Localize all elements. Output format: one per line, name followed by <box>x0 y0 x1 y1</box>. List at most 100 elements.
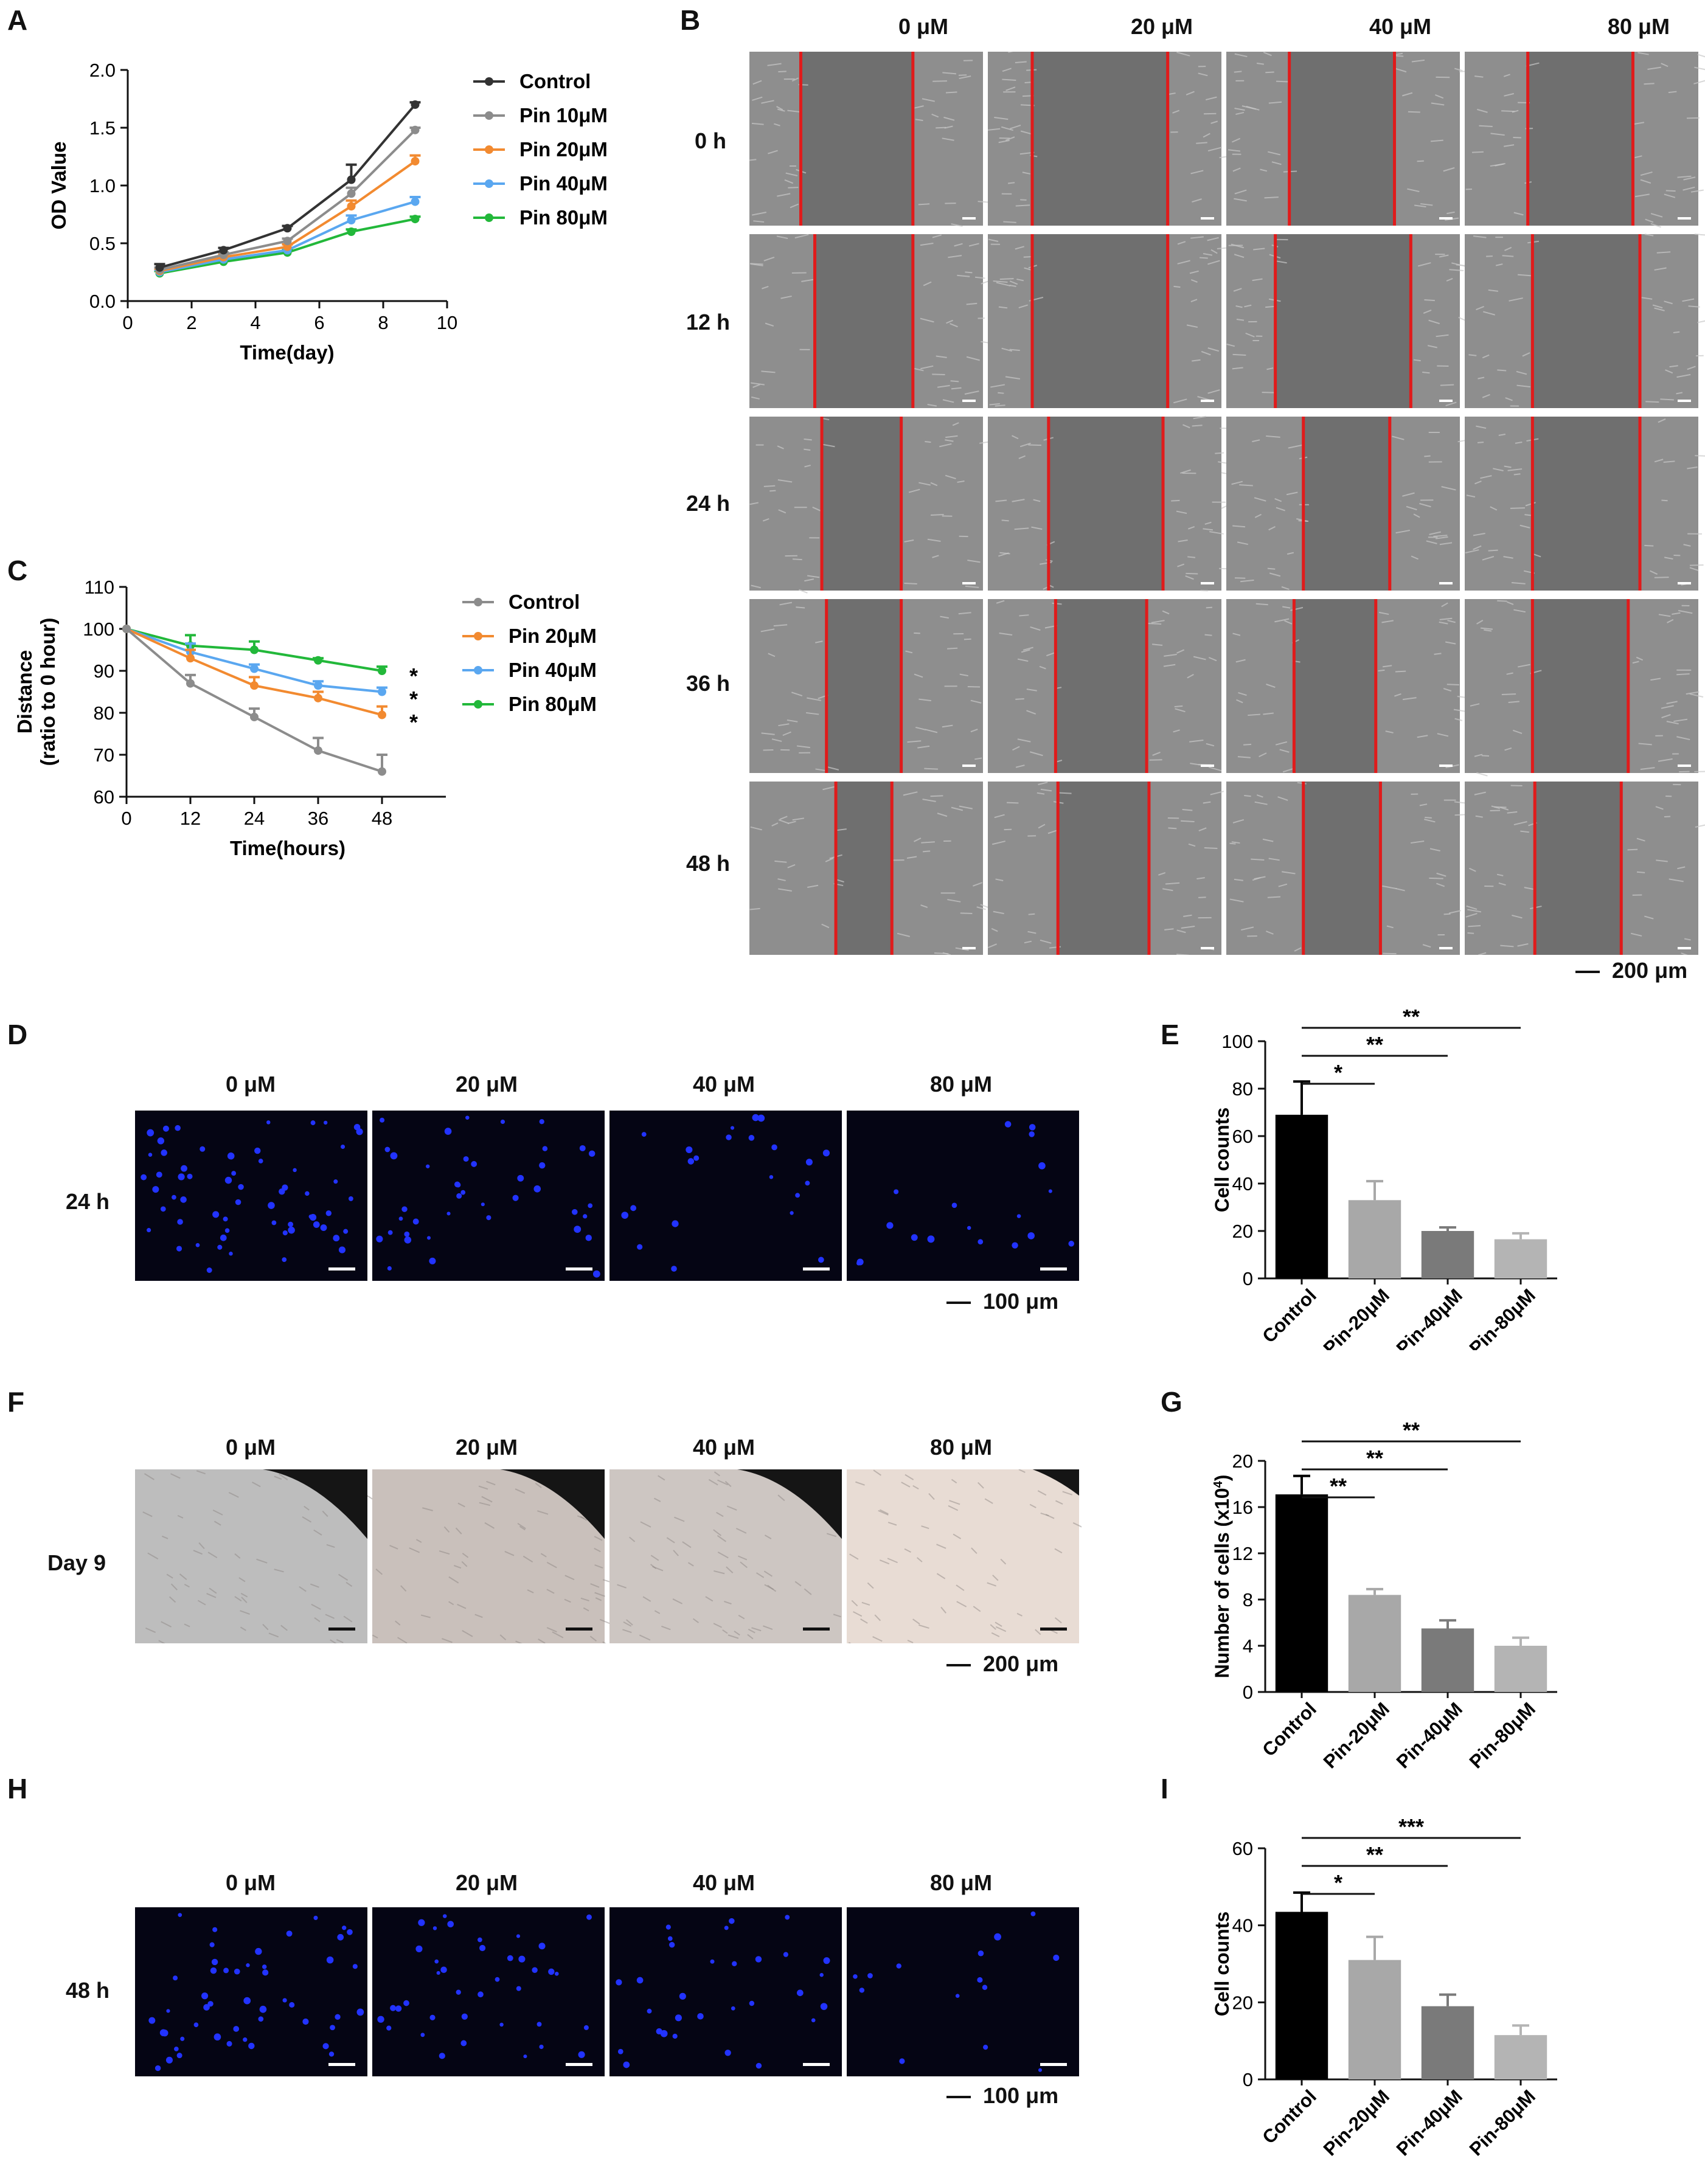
cell-texture <box>322 1510 328 1517</box>
cell-texture <box>145 1628 156 1633</box>
cell-texture <box>1445 641 1456 645</box>
cell-texture <box>1196 877 1205 879</box>
cell-texture <box>1420 203 1433 206</box>
cell-texture <box>1634 155 1642 159</box>
wound-gap <box>1055 599 1147 773</box>
cell-texture <box>991 927 998 932</box>
significance-label: * <box>1334 1060 1342 1085</box>
cell-texture <box>1522 352 1530 357</box>
cell-texture <box>1451 262 1466 267</box>
row-label: 12 h <box>686 310 731 335</box>
legend-marker <box>474 632 482 640</box>
col-title: 40 μM <box>692 1435 755 1460</box>
cell-texture <box>959 805 973 809</box>
cell-texture <box>184 1584 190 1588</box>
cell-texture <box>687 1562 694 1567</box>
cell-texture <box>990 384 1005 388</box>
cell-texture <box>1176 649 1185 654</box>
cell-texture <box>457 1604 467 1609</box>
cell-texture <box>796 606 805 609</box>
cell-texture <box>1413 359 1421 362</box>
cell-texture <box>945 474 956 480</box>
cell-texture <box>564 1575 575 1581</box>
cell-texture <box>796 745 810 749</box>
micro-scale-bar <box>1439 764 1453 767</box>
nucleus <box>896 1963 901 1969</box>
cell-texture <box>1467 932 1474 934</box>
cell-texture <box>1175 708 1186 713</box>
nucleus <box>152 1186 159 1193</box>
cell-texture <box>1196 142 1207 144</box>
cell-texture <box>1473 235 1487 238</box>
cell-texture <box>1033 499 1041 502</box>
nucleus <box>348 1196 353 1201</box>
cell-texture <box>1465 549 1479 553</box>
cell-texture <box>1026 710 1037 715</box>
cell-texture <box>1001 126 1013 131</box>
y-tick-label: 100 <box>83 619 114 640</box>
cell-texture <box>790 203 799 209</box>
nucleus <box>796 1989 804 1997</box>
nucleus <box>671 1266 677 1272</box>
fluorescence-image <box>847 1111 1079 1281</box>
nucleus <box>1029 1131 1035 1137</box>
cell-texture <box>717 1479 728 1486</box>
cell-texture <box>915 726 926 730</box>
cell-texture <box>1236 319 1245 321</box>
cell-texture <box>922 799 936 802</box>
cell-texture <box>184 1623 190 1628</box>
cell-texture <box>1697 54 1705 58</box>
cell-texture <box>1682 186 1695 191</box>
cell-texture <box>1504 465 1512 468</box>
y-tick-label: 20 <box>1232 1992 1253 2013</box>
nucleus <box>983 2045 988 2050</box>
cell-texture <box>1173 285 1181 288</box>
cell-texture <box>1677 175 1692 178</box>
significance-marker: * <box>409 687 418 712</box>
cell-texture <box>1394 693 1401 697</box>
nucleus <box>731 2006 735 2011</box>
cell-texture <box>1281 586 1290 591</box>
cell-texture <box>945 439 954 442</box>
bar <box>1421 1628 1474 1692</box>
cell-texture <box>1661 714 1671 718</box>
cell-texture <box>1509 297 1523 302</box>
nucleus <box>166 2009 170 2013</box>
cell-texture <box>763 256 775 262</box>
cell-texture <box>1030 626 1041 631</box>
cell-texture <box>717 1551 729 1559</box>
y-tick-label: 20 <box>1232 1451 1253 1472</box>
cell-texture <box>552 1631 564 1638</box>
col-title: 0 μM <box>898 14 949 39</box>
cell-texture <box>920 365 934 370</box>
cell-texture <box>1495 162 1505 167</box>
cell-texture <box>252 1482 261 1488</box>
cell-texture <box>594 1592 605 1597</box>
cell-texture <box>1520 830 1529 833</box>
cell-texture <box>577 1515 585 1519</box>
cell-texture <box>1504 144 1515 147</box>
nucleus <box>538 1943 546 1950</box>
cell-texture <box>793 558 802 561</box>
cell-texture <box>1687 466 1698 470</box>
cell-texture <box>1419 502 1431 508</box>
bar <box>1494 1239 1547 1278</box>
nucleus <box>352 1964 358 1969</box>
nucleus <box>377 2016 384 2023</box>
nucleus <box>539 1119 544 1125</box>
nucleus <box>174 2047 179 2051</box>
nucleus <box>201 1992 209 2000</box>
micro-scale-bar <box>1040 1628 1067 1631</box>
cell-texture <box>750 826 762 831</box>
cell-texture <box>954 243 963 247</box>
cell-texture <box>422 1507 433 1511</box>
nucleus <box>172 1194 176 1200</box>
scale-bar-label: 200 μm <box>1612 958 1688 983</box>
nucleus <box>978 1950 984 1957</box>
cell-texture <box>751 584 761 589</box>
cell-texture <box>479 1502 491 1506</box>
cell-texture <box>1204 521 1212 525</box>
cell-texture <box>1634 193 1650 198</box>
cell-texture <box>1423 309 1432 314</box>
cell-texture <box>1654 577 1669 578</box>
